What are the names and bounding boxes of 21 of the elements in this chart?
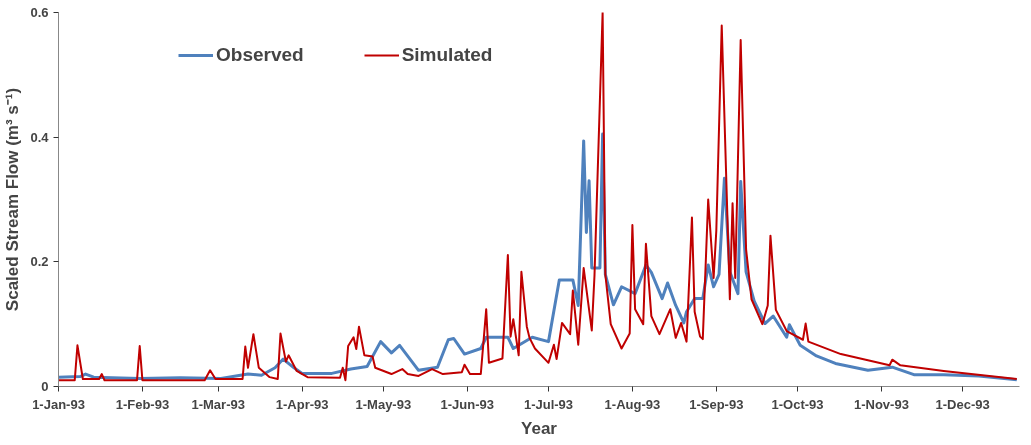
x-tick-label: 1-Jan-93 [32, 396, 85, 412]
x-axis-title: Year [521, 418, 558, 438]
x-tick-label: 1-Oct-93 [771, 396, 824, 412]
line-series [58, 12, 1018, 382]
x-tick-label: 1-May-93 [355, 396, 412, 412]
y-tick-label: 0 [41, 379, 49, 394]
y-axis-title: Scaled Stream Flow (m³ s⁻¹) [3, 87, 23, 312]
x-tick-label: 1-Feb-93 [115, 396, 170, 412]
x-tick-label: 1-Sep-93 [689, 396, 744, 412]
x-tick-label: 1-Nov-93 [853, 396, 909, 412]
x-tick-label: 1-Mar-93 [191, 396, 245, 412]
x-tick-label: 1-Aug-93 [604, 396, 661, 412]
y-tick-label: 0.4 [30, 129, 50, 145]
y-tick-label: 0.6 [30, 5, 49, 20]
y-tick-label: 0.2 [30, 254, 49, 270]
x-tick-label: 1-Dec-93 [935, 396, 990, 412]
legend-label: Simulated [401, 44, 493, 66]
x-tick-label: 1-Jul-93 [523, 396, 574, 412]
x-tick-label: 1-Jun-93 [440, 396, 494, 412]
x-tick-label: 1-Apr-93 [275, 396, 329, 412]
legend-label: Observed [216, 44, 304, 66]
